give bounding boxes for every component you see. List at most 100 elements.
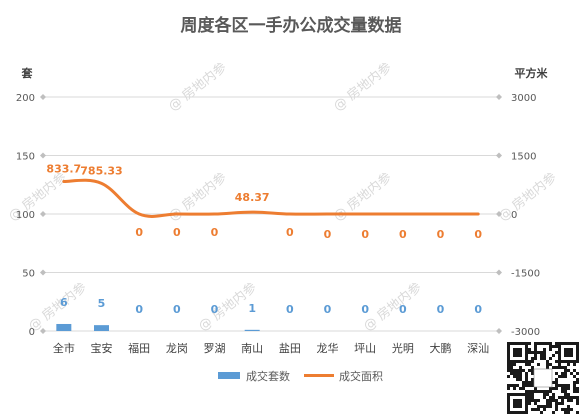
qr-module [552,381,555,384]
watermark-text: @ 房地内参 [165,169,229,224]
left-tick-label: 150 [16,152,35,163]
qr-module [549,342,552,345]
line-data-label: 0 [399,228,407,241]
category-label: 南山 [241,342,263,355]
qr-module [576,372,579,375]
qr-module [573,381,576,384]
qr-module [537,408,540,411]
qr-module [549,348,552,351]
watermark-text: @ 房地内参 [360,279,424,334]
right-tick-label: 3000 [511,93,536,104]
qr-module [564,408,567,411]
bar-data-label: 0 [135,303,143,316]
qr-module [564,366,567,369]
qr-module [537,363,540,366]
line-data-label: 0 [211,226,219,239]
qr-module [564,372,567,375]
legend-line-label: 成交面积 [339,369,383,383]
qr-module [576,399,579,402]
qr-module [510,372,513,375]
line-path [62,178,480,218]
qr-module [576,387,579,390]
category-label: 宝安 [91,341,113,355]
qr-finder-core [513,348,522,357]
bar-data-label: 0 [173,303,181,316]
category-label: 盐田 [279,342,301,355]
left-tick-marker [40,94,46,100]
qr-module [522,381,525,384]
qr-module [573,369,576,372]
bar-data-label: 0 [324,303,332,316]
left-tick-label: 50 [22,269,35,280]
qr-module [576,411,579,414]
qr-module [561,396,564,399]
qr-module [528,360,531,363]
qr-module [525,363,528,366]
qr-module [537,342,540,345]
bar-data-label: 0 [474,303,482,316]
qr-module [558,396,561,399]
line-data-label: 0 [437,228,445,241]
qr-module [531,396,534,399]
qr-module [531,378,534,381]
qr-module [528,369,531,372]
qr-module [555,399,558,402]
left-axis: 0 50 100 150 200 [16,93,35,338]
qr-module [561,390,564,393]
qr-module [531,399,534,402]
qr-module [540,357,543,360]
qr-module [528,402,531,405]
qr-finder-core [513,399,522,408]
qr-module [507,387,510,390]
qr-module [567,405,570,408]
qr-module [537,351,540,354]
watermark-text: @ 房地内参 [495,169,559,224]
qr-module [534,354,537,357]
qr-module [522,384,525,387]
qr-module [513,384,516,387]
qr-module [558,375,561,378]
qr-module [534,402,537,405]
qr-module [519,387,522,390]
qr-module [528,348,531,351]
qr-module [546,405,549,408]
line-data-label: 785.33 [80,164,122,177]
bar [244,329,260,331]
qr-module [543,351,546,354]
legend-bar-label: 成交套数 [246,369,290,383]
chart-title: 周度各区一手办公成交量数据 [181,15,402,36]
bar-data-label: 1 [248,302,256,315]
left-tick-marker [40,269,46,276]
qr-module [552,345,555,348]
qr-module [552,396,555,399]
qr-module [555,342,558,345]
qr-module [558,384,561,387]
qr-module [540,411,543,414]
qr-module [552,366,555,369]
bar-data-label: 0 [286,303,294,316]
qr-module [507,363,510,366]
left-tick-marker [40,211,46,217]
qr-module [552,399,555,402]
watermark-text: @ 房地内参 [330,59,394,114]
qr-module [543,348,546,351]
qr-module [558,402,561,405]
qr-module [531,369,534,372]
qr-module [513,375,516,378]
qr-module [534,390,537,393]
qr-module [516,378,519,381]
qr-module [519,375,522,378]
qr-module [567,363,570,366]
qr-module [531,381,534,384]
qr-module [549,399,552,402]
qr-module [564,375,567,378]
qr-module [531,360,534,363]
bar-data-label: 0 [361,303,369,316]
qr-module [537,405,540,408]
qr-module [537,390,540,393]
qr-module [543,390,546,393]
qr-module [561,399,564,402]
line-data-label: 0 [324,228,332,241]
qr-module [555,405,558,408]
